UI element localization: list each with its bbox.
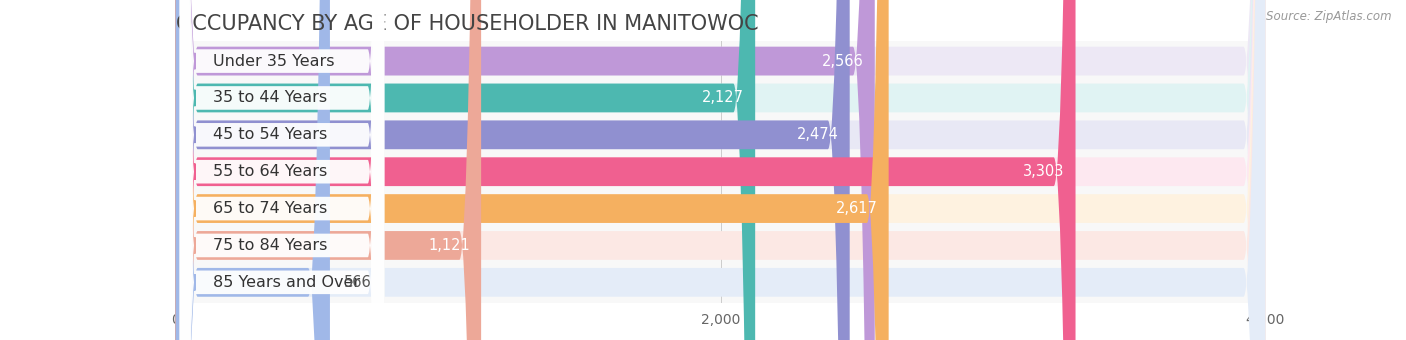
FancyBboxPatch shape	[176, 0, 330, 340]
FancyBboxPatch shape	[180, 0, 384, 340]
Text: 1,121: 1,121	[429, 238, 470, 253]
FancyBboxPatch shape	[180, 0, 384, 340]
FancyBboxPatch shape	[176, 0, 849, 340]
FancyBboxPatch shape	[180, 0, 384, 340]
FancyBboxPatch shape	[176, 0, 1265, 340]
FancyBboxPatch shape	[180, 0, 384, 340]
FancyBboxPatch shape	[180, 0, 384, 340]
Text: 566: 566	[343, 275, 371, 290]
Text: 2,474: 2,474	[797, 127, 839, 142]
Text: 65 to 74 Years: 65 to 74 Years	[212, 201, 326, 216]
FancyBboxPatch shape	[180, 0, 384, 340]
FancyBboxPatch shape	[176, 0, 1265, 340]
Text: 45 to 54 Years: 45 to 54 Years	[212, 127, 326, 142]
FancyBboxPatch shape	[176, 0, 1265, 340]
FancyBboxPatch shape	[176, 0, 875, 340]
Text: 2,617: 2,617	[837, 201, 877, 216]
FancyBboxPatch shape	[176, 0, 1265, 340]
FancyBboxPatch shape	[176, 0, 1265, 340]
Text: 35 to 44 Years: 35 to 44 Years	[212, 90, 326, 105]
FancyBboxPatch shape	[176, 0, 481, 340]
Text: 3,303: 3,303	[1024, 164, 1064, 179]
Text: 75 to 84 Years: 75 to 84 Years	[212, 238, 328, 253]
FancyBboxPatch shape	[176, 0, 1265, 340]
Text: Source: ZipAtlas.com: Source: ZipAtlas.com	[1267, 10, 1392, 23]
Text: Under 35 Years: Under 35 Years	[212, 54, 335, 69]
FancyBboxPatch shape	[176, 0, 755, 340]
FancyBboxPatch shape	[180, 0, 384, 340]
FancyBboxPatch shape	[176, 0, 1076, 340]
Text: 85 Years and Over: 85 Years and Over	[212, 275, 360, 290]
Text: 2,566: 2,566	[823, 54, 863, 69]
FancyBboxPatch shape	[176, 0, 1265, 340]
Text: OCCUPANCY BY AGE OF HOUSEHOLDER IN MANITOWOC: OCCUPANCY BY AGE OF HOUSEHOLDER IN MANIT…	[176, 14, 758, 34]
Text: 2,127: 2,127	[702, 90, 744, 105]
FancyBboxPatch shape	[176, 0, 889, 340]
Text: 55 to 64 Years: 55 to 64 Years	[212, 164, 326, 179]
